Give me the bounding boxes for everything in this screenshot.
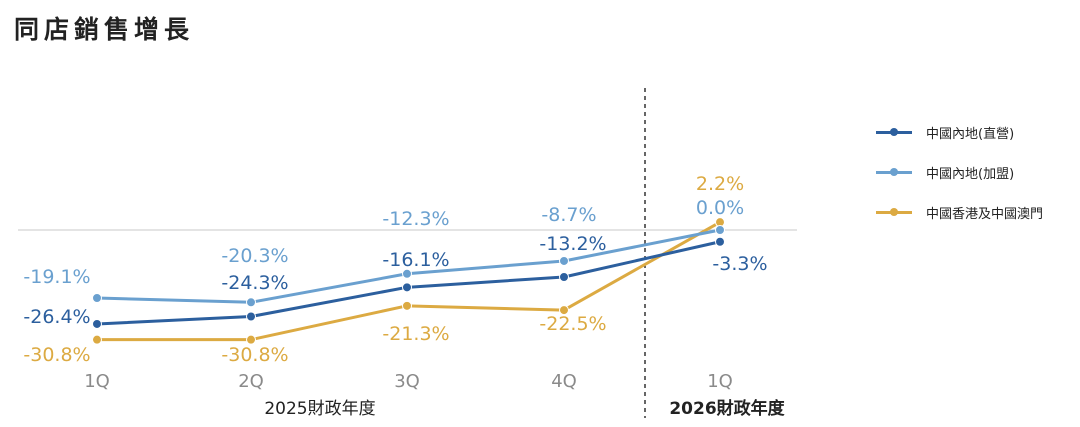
x-tick-label: 3Q	[394, 371, 420, 392]
data-point	[559, 305, 569, 316]
data-label: 2.2%	[696, 173, 744, 195]
chart-title: 同店銷售增長	[14, 15, 195, 44]
data-point	[402, 282, 412, 293]
data-label: -12.3%	[382, 208, 449, 230]
legend-dot	[890, 168, 898, 176]
data-point	[92, 334, 102, 345]
fiscal-year-label: 2026財政年度	[669, 398, 785, 419]
fiscal-year-label: 2025財政年度	[264, 399, 375, 419]
legend-item: 中國內地(直營)	[872, 112, 1043, 152]
legend-item: 中國內地(加盟)	[872, 152, 1043, 192]
data-label: -19.1%	[23, 266, 90, 288]
legend-label: 中國內地(直營)	[926, 126, 1015, 142]
x-tick-label: 4Q	[551, 371, 577, 392]
legend-swatch	[872, 205, 918, 219]
data-point	[559, 271, 569, 282]
data-point	[715, 225, 725, 235]
data-point	[402, 268, 412, 279]
data-label: 0.0%	[696, 197, 744, 219]
data-point	[402, 300, 412, 311]
data-label: -21.3%	[382, 323, 449, 345]
data-label: -22.5%	[539, 313, 606, 335]
data-point	[92, 292, 102, 303]
data-label: -3.3%	[712, 253, 767, 275]
legend-label: 中國香港及中國澳門	[926, 206, 1044, 222]
data-label: -20.3%	[221, 245, 288, 267]
x-tick-label: 2Q	[238, 371, 264, 392]
x-tick-label: 1Q	[707, 371, 733, 392]
data-point	[246, 297, 256, 308]
data-point	[559, 255, 569, 266]
data-label: -26.4%	[23, 306, 90, 328]
data-label: -8.7%	[541, 204, 596, 226]
legend-swatch	[872, 125, 918, 139]
data-point	[715, 236, 725, 247]
legend-label: 中國內地(加盟)	[926, 166, 1015, 182]
data-point	[246, 311, 256, 322]
chart-legend: 中國內地(直營) 中國內地(加盟) 中國香港及中國澳門	[872, 112, 1043, 232]
legend-dot	[890, 208, 898, 216]
data-label: -24.3%	[221, 272, 288, 294]
data-label: -16.1%	[382, 249, 449, 271]
data-label: -30.8%	[23, 344, 90, 366]
data-point	[246, 334, 256, 345]
x-tick-label: 1Q	[84, 371, 110, 392]
data-label: -30.8%	[221, 344, 288, 366]
legend-swatch	[872, 165, 918, 179]
legend-item: 中國香港及中國澳門	[872, 192, 1043, 232]
legend-dot	[890, 128, 898, 136]
data-label: -13.2%	[539, 233, 606, 255]
data-point	[92, 318, 102, 329]
